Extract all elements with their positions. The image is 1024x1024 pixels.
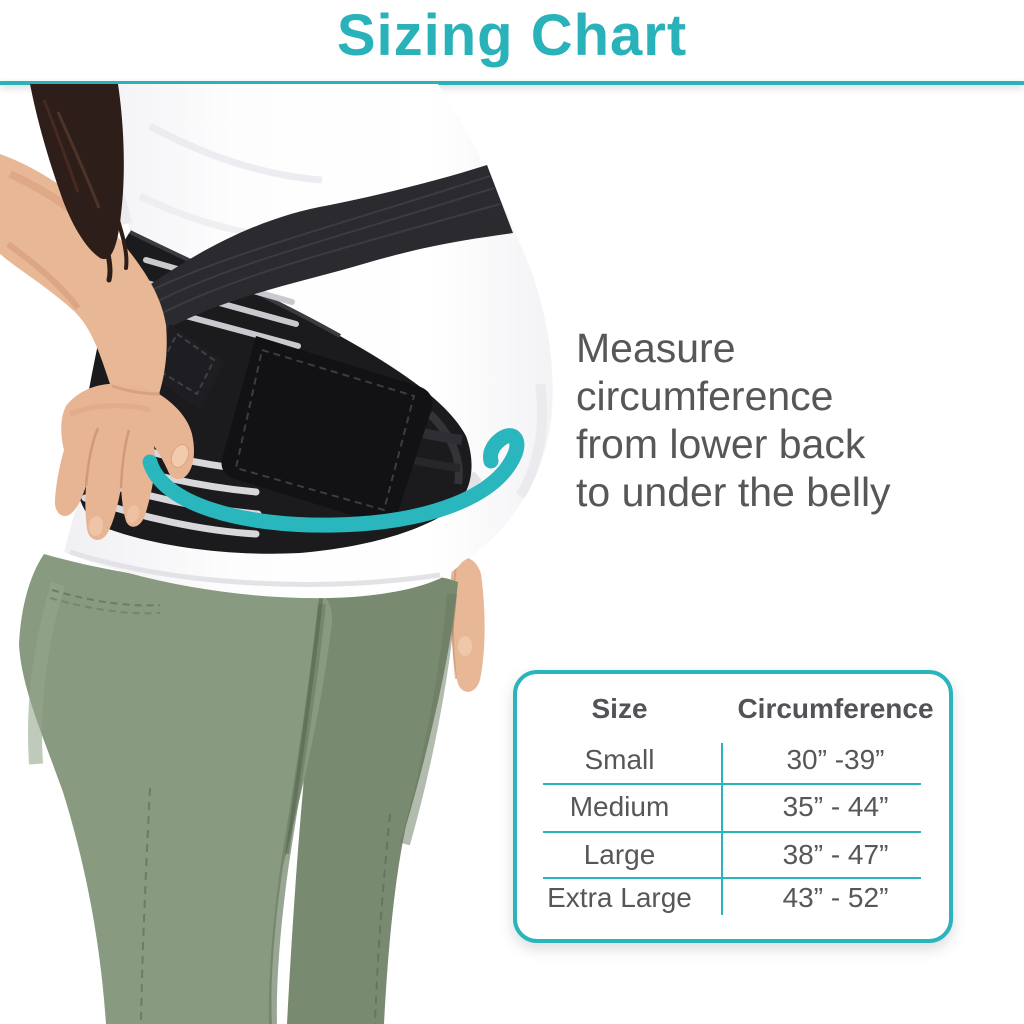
- row-divider: [543, 877, 921, 879]
- belt-velcro-patch: [221, 336, 433, 524]
- product-photo-pregnant-woman-support-belt: [0, 84, 553, 1024]
- page-title: Sizing Chart: [336, 3, 688, 68]
- size-chart-card: Size Circumference Small 30” -39” Medium…: [513, 670, 953, 943]
- circumference-cell: 38” - 47”: [782, 839, 889, 870]
- size-cell: Small: [584, 744, 655, 775]
- title-underline: [0, 81, 1024, 85]
- size-cell: Large: [583, 839, 656, 870]
- table-row-large: Large 38” - 47”: [517, 835, 949, 875]
- hair: [30, 84, 129, 283]
- thumbnail: [170, 443, 190, 469]
- table-row-small: Small 30” -39”: [517, 740, 949, 780]
- circumference-measure-line: [142, 428, 525, 533]
- size-cell: Medium: [569, 791, 670, 822]
- annotation-line: circumference: [576, 373, 834, 419]
- front-leg: [19, 554, 333, 1024]
- annotation-line: from lower back: [576, 421, 866, 467]
- column-header-size: Size: [591, 693, 648, 724]
- column-header-circumference: Circumference: [737, 693, 934, 724]
- row-divider: [543, 783, 921, 785]
- annotation-line: to under the belly: [576, 469, 891, 515]
- far-hand: [450, 556, 485, 692]
- row-divider: [543, 831, 921, 833]
- column-divider: [721, 743, 723, 915]
- hand: [54, 383, 194, 541]
- measure-annotation: Measure circumference from lower back to…: [576, 324, 891, 516]
- leggings: [19, 554, 458, 1024]
- circumference-cell: 35” - 44”: [782, 791, 889, 822]
- far-hand-thumbnail: [458, 636, 472, 656]
- table-row-medium: Medium 35” - 44”: [517, 787, 949, 827]
- size-cell: Extra Large: [547, 882, 692, 913]
- circumference-cell: 43” - 52”: [782, 882, 889, 913]
- circumference-cell: 30” -39”: [786, 744, 885, 775]
- back-leg: [287, 574, 458, 1024]
- table-row-extra-large: Extra Large 43” - 52”: [517, 878, 949, 918]
- annotation-line: Measure: [576, 325, 736, 371]
